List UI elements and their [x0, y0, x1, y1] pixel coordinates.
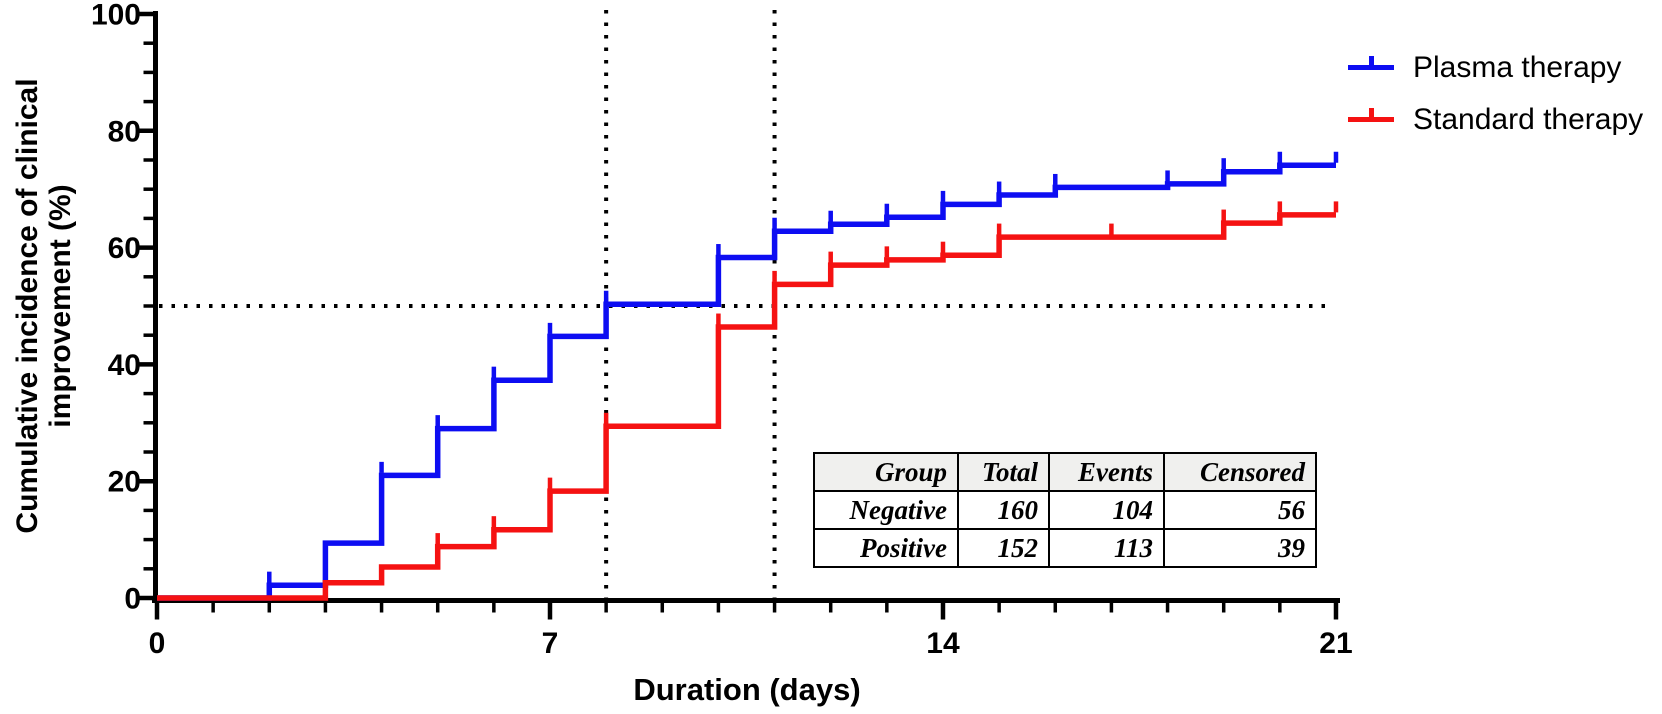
- table-cell: Positive: [813, 528, 959, 568]
- summary-table: Group Total Events Censored Negative 160 104 5…: [813, 452, 1317, 568]
- table-header-cell: Total: [957, 452, 1050, 492]
- legend: Plasma therapy Standard therapy: [1348, 0, 1662, 160]
- table-cell: Negative: [813, 490, 959, 530]
- plasma-therapy-curve: [157, 162, 1336, 601]
- x-tick-label: 7: [542, 627, 559, 660]
- x-axis-title: Duration (days): [633, 672, 861, 707]
- y-tick-label: 20: [108, 466, 141, 499]
- summary-table-body: Negative 160 104 56 Positive 152 113 39: [813, 490, 1317, 568]
- standard-censor-tick-symbol: [1369, 108, 1374, 118]
- y-axis-title-line2: improvement (%): [44, 184, 77, 428]
- table-row: Negative 160 104 56: [813, 490, 1317, 530]
- table-cell: 113: [1048, 528, 1165, 568]
- standard-line-symbol: [1348, 117, 1394, 122]
- standard-therapy-curve: [157, 212, 1336, 601]
- table-header-cell: Events: [1048, 452, 1165, 492]
- y-tick-label: 40: [108, 349, 141, 382]
- x-tick-label: 14: [926, 627, 960, 660]
- y-tick-label: 0: [124, 583, 141, 616]
- x-tick-label: 21: [1319, 627, 1352, 660]
- y-tick-label: 80: [108, 115, 141, 148]
- table-cell: 39: [1163, 528, 1317, 568]
- legend-label-standard: Standard therapy: [1413, 103, 1644, 136]
- legend-label-plasma: Plasma therapy: [1413, 51, 1622, 84]
- plasma-censor-tick-symbol: [1369, 56, 1374, 66]
- table-header-cell: Censored: [1163, 452, 1317, 492]
- table-cell: 104: [1048, 490, 1165, 530]
- legend-item-plasma: Plasma therapy: [1348, 50, 1662, 86]
- table-cell: 152: [957, 528, 1050, 568]
- table-cell: 160: [957, 490, 1050, 530]
- summary-table-head: Group Total Events Censored: [813, 452, 1317, 492]
- table-header-row: Group Total Events Censored: [813, 452, 1317, 492]
- plasma-line-symbol: [1348, 65, 1394, 70]
- table-cell: 56: [1163, 490, 1317, 530]
- y-axis-title-line1: Cumulative incidence of clinical: [11, 78, 44, 534]
- y-tick-label: 100: [91, 0, 141, 32]
- table-row: Positive 152 113 39: [813, 528, 1317, 568]
- y-tick-label: 60: [108, 232, 141, 265]
- table-header-cell: Group: [813, 452, 959, 492]
- legend-item-standard: Standard therapy: [1348, 102, 1662, 138]
- x-tick-label: 0: [149, 627, 166, 660]
